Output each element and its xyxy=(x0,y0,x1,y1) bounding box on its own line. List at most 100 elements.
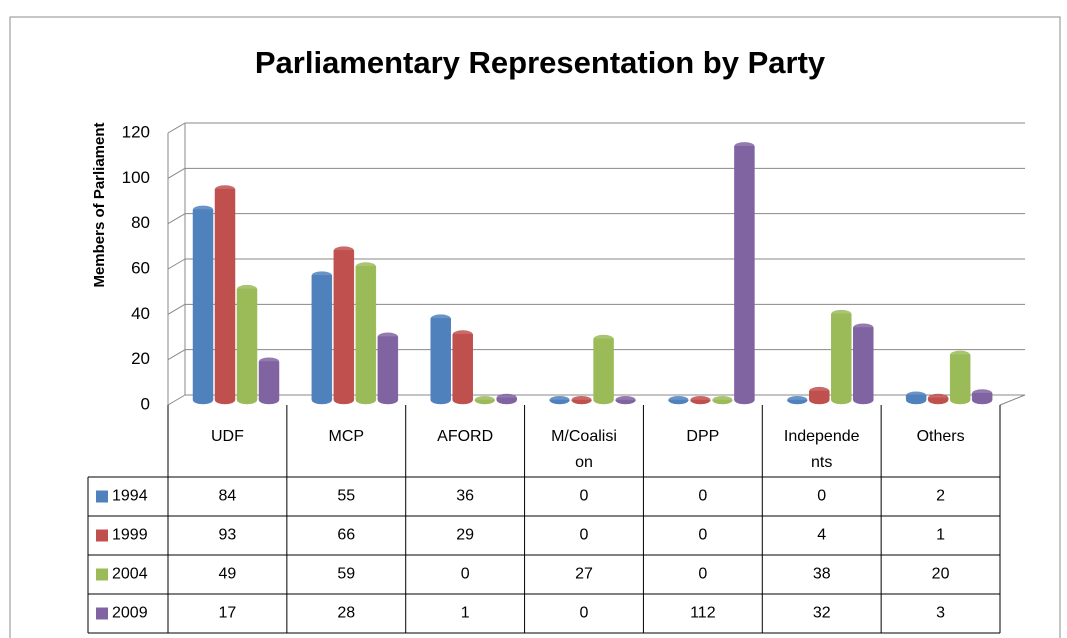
bar-cap xyxy=(615,396,636,404)
category-label: Others xyxy=(917,428,965,445)
table-value: 36 xyxy=(456,488,474,505)
grid-line-side xyxy=(167,303,186,315)
y-tick-label: 40 xyxy=(131,304,150,323)
table-value: 3 xyxy=(936,605,945,622)
grid-line-side xyxy=(167,394,186,406)
bar-cap xyxy=(950,350,971,359)
category-label: M/Coalisi on xyxy=(551,428,617,471)
table-value: 32 xyxy=(813,605,831,622)
table-value: 0 xyxy=(698,566,707,583)
category-label: Independe nts xyxy=(784,428,860,471)
grid-line-side xyxy=(167,122,186,134)
bar-cap xyxy=(690,396,711,404)
y-tick-label: 120 xyxy=(122,122,150,141)
y-tick-label: 60 xyxy=(131,258,150,277)
table-value: 0 xyxy=(580,488,589,505)
y-tick-label: 20 xyxy=(131,349,150,368)
bar xyxy=(430,318,451,405)
bar xyxy=(258,361,280,405)
y-axis-label: Members of Parliament xyxy=(91,122,108,287)
bar-cap xyxy=(452,330,473,339)
table-value: 93 xyxy=(219,527,237,544)
bar xyxy=(831,313,852,405)
bar xyxy=(333,250,355,405)
bar xyxy=(734,145,755,405)
y-tick-label: 0 xyxy=(141,394,150,413)
table-value: 1 xyxy=(936,527,945,544)
grid-line-side xyxy=(167,167,186,179)
table-value: 55 xyxy=(337,488,355,505)
table-value: 59 xyxy=(337,566,355,583)
grid-line-side xyxy=(167,213,186,225)
bar-cap xyxy=(496,393,517,402)
bar-cap xyxy=(193,205,213,214)
bar-cap xyxy=(549,396,570,404)
table-value: 28 xyxy=(337,605,355,622)
bar xyxy=(853,327,874,405)
legend-label: 1994 xyxy=(112,488,148,505)
table-value: 84 xyxy=(219,488,237,505)
legend-label: 1999 xyxy=(112,527,148,544)
bar-cap xyxy=(906,391,927,400)
bar-cap xyxy=(333,246,354,255)
table-value: 0 xyxy=(817,488,826,505)
table-value: 2 xyxy=(936,488,945,505)
bar-cap xyxy=(809,386,830,395)
legend-swatch xyxy=(96,529,108,542)
table-value: 0 xyxy=(461,566,470,583)
bar-cap xyxy=(377,332,398,341)
table-value: 17 xyxy=(219,605,237,622)
bar-cap xyxy=(571,396,592,404)
bar xyxy=(311,275,333,405)
table-value: 1 xyxy=(461,605,470,622)
bar-cap xyxy=(474,396,495,404)
bar-cap xyxy=(215,185,235,194)
legend-swatch xyxy=(96,490,108,503)
bar-cap xyxy=(237,284,257,293)
grid-line-side xyxy=(167,258,186,270)
bar-cap xyxy=(668,396,689,404)
bar xyxy=(593,338,614,405)
y-tick-label: 100 xyxy=(122,168,150,187)
grid-line-side xyxy=(167,349,186,361)
y-tick-label: 80 xyxy=(131,213,150,232)
bar xyxy=(377,336,399,405)
legend-swatch xyxy=(96,607,108,620)
bar-cap xyxy=(734,142,755,151)
floor-right xyxy=(999,394,1026,406)
chart-title: Parliamentary Representation by Party xyxy=(255,45,826,80)
table-value: 20 xyxy=(932,566,950,583)
bar-cap xyxy=(355,262,376,271)
category-label: MCP xyxy=(329,428,365,445)
legend-swatch xyxy=(96,568,108,581)
category-label: AFORD xyxy=(437,428,493,445)
legend-label: 2004 xyxy=(112,566,148,583)
bar xyxy=(452,334,473,405)
table-value: 0 xyxy=(580,527,589,544)
bar-cap xyxy=(259,357,279,366)
bar-cap xyxy=(928,393,949,402)
bar-cap xyxy=(430,314,451,323)
table-value: 4 xyxy=(817,527,826,544)
table-value: 0 xyxy=(698,527,707,544)
bar xyxy=(192,209,214,405)
bar-cap xyxy=(831,309,852,318)
table-value: 38 xyxy=(813,566,831,583)
table-value: 27 xyxy=(575,566,593,583)
bar-cap xyxy=(593,334,614,343)
bar-cap xyxy=(787,396,808,404)
bar-cap xyxy=(311,271,332,280)
table-value: 29 xyxy=(456,527,474,544)
category-label: DPP xyxy=(686,428,719,445)
table-value: 112 xyxy=(690,605,716,622)
table-value: 0 xyxy=(580,605,589,622)
bar-cap xyxy=(853,323,874,332)
category-label: UDF xyxy=(211,428,244,445)
bar-cap xyxy=(972,389,993,398)
table-value: 0 xyxy=(698,488,707,505)
legend-label: 2009 xyxy=(112,605,148,622)
bar xyxy=(214,188,236,405)
bar xyxy=(236,288,258,405)
bar xyxy=(355,266,377,405)
